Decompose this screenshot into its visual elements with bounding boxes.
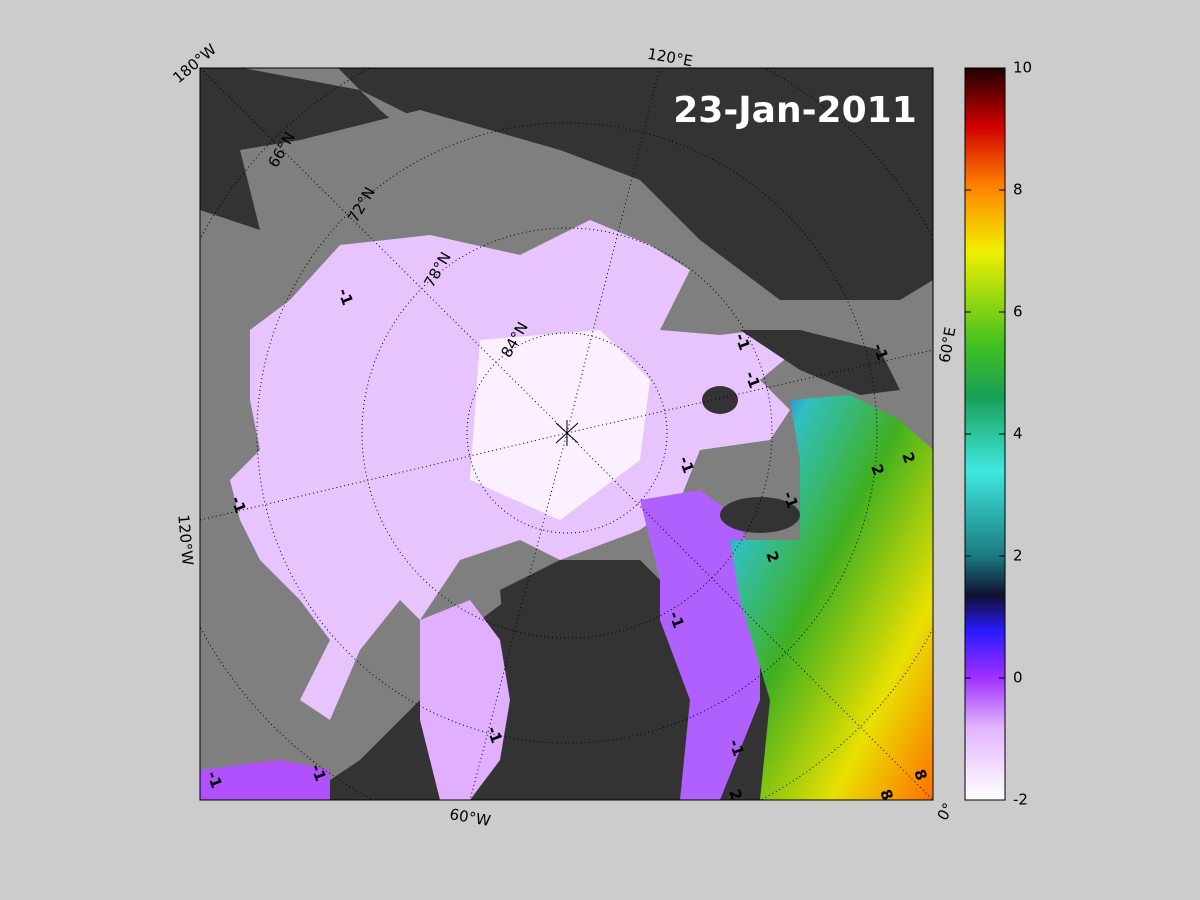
longitude-label: 60°W <box>448 805 492 830</box>
contour-label: -1 <box>334 286 357 308</box>
cold-region <box>470 330 650 520</box>
graticule <box>200 68 933 800</box>
open-water <box>200 760 330 800</box>
contour-label: -1 <box>741 369 764 391</box>
colorbar-tick-label: 2 <box>1013 547 1023 565</box>
colorbar-tick-label: 0 <box>1013 669 1023 687</box>
ocean-mask <box>242 68 480 160</box>
colorbar-tick-label: 8 <box>1013 181 1023 199</box>
map-frame <box>199 67 934 801</box>
island <box>720 497 800 533</box>
colorbar-tick-label: -2 <box>1013 791 1028 809</box>
contour-label: -1 <box>731 331 754 353</box>
contour-label: -1 <box>725 737 748 759</box>
longitude-label: 0° <box>934 800 958 824</box>
longitude-label: 120°W <box>174 514 196 567</box>
colorbar-tick-label: 10 <box>1013 59 1032 77</box>
colorbar-tick-label: 6 <box>1013 303 1023 321</box>
contour-label: -1 <box>483 724 506 746</box>
colorbar <box>964 67 1006 801</box>
contour-label: -1 <box>227 494 250 516</box>
contour-label: -1 <box>869 341 892 363</box>
land <box>740 330 900 395</box>
map-area <box>200 68 933 800</box>
sea-ice <box>420 600 510 800</box>
longitude-label: 120°E <box>646 45 694 71</box>
date-title: 23-Jan-2011 <box>673 90 917 131</box>
greenland <box>500 560 690 800</box>
warm-water <box>730 395 933 800</box>
colorbar-tick-label: 4 <box>1013 425 1023 443</box>
contour-label: -1 <box>665 609 688 631</box>
contour-label: -1 <box>203 769 226 791</box>
longitude-label: 60°E <box>936 326 960 365</box>
contour-label: -1 <box>307 762 330 784</box>
contour-label: -1 <box>675 454 698 476</box>
pole-marker <box>555 420 579 446</box>
island <box>702 386 738 414</box>
contour-label: -1 <box>779 489 802 511</box>
